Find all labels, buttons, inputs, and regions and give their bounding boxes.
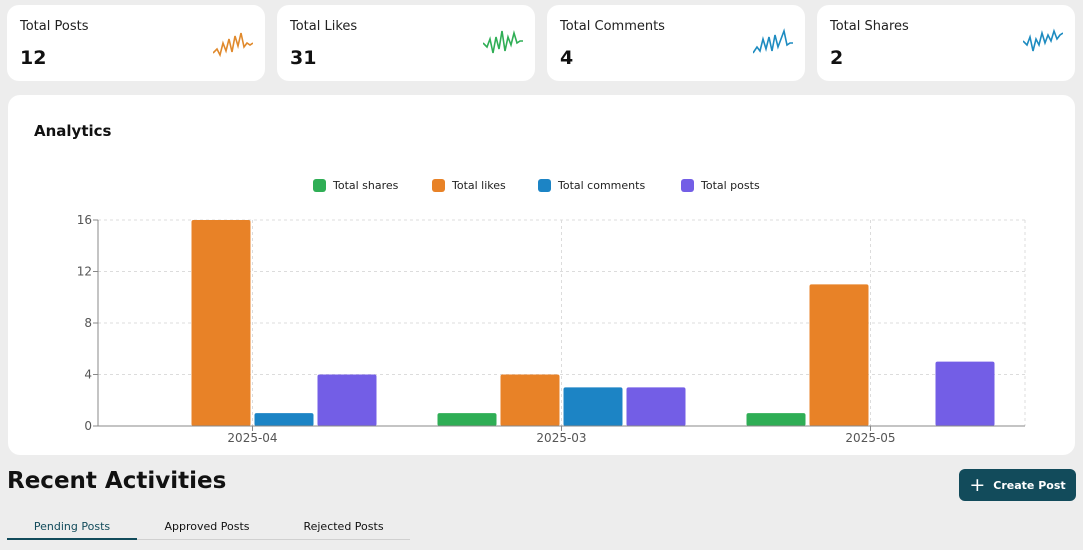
recent-activities-title: Recent Activities <box>7 468 227 494</box>
legend-swatch <box>681 179 694 192</box>
y-tick-label: 16 <box>77 213 92 227</box>
legend-label: Total shares <box>333 179 399 192</box>
post-status-tabs: Pending Posts Approved Posts Rejected Po… <box>7 514 410 540</box>
stat-card-total-comments: Total Comments 4 <box>547 5 805 81</box>
create-post-button[interactable]: + Create Post <box>959 469 1076 501</box>
legend-item-total-likes[interactable]: Total likes <box>432 179 506 192</box>
legend-swatch <box>538 179 551 192</box>
stat-label: Total Posts <box>20 19 89 34</box>
legend-swatch <box>432 179 445 192</box>
analytics-card: Analytics Total shares Total likes Total… <box>8 95 1075 455</box>
x-tick-label: 2025-05 <box>845 431 895 445</box>
stat-value: 12 <box>20 47 47 69</box>
sparkline-icon <box>1023 28 1063 52</box>
stat-card-total-posts: Total Posts 12 <box>7 5 265 81</box>
tab-pending-posts[interactable]: Pending Posts <box>7 514 137 540</box>
bar-total-likes <box>500 374 560 426</box>
tab-rejected-posts[interactable]: Rejected Posts <box>303 520 384 533</box>
x-tick-label: 2025-03 <box>536 431 586 445</box>
legend-item-total-posts[interactable]: Total posts <box>681 179 760 192</box>
stat-label: Total Comments <box>560 19 665 34</box>
chart-legend: Total shares Total likes Total comments … <box>8 179 1075 195</box>
legend-label: Total likes <box>452 179 506 192</box>
analytics-bar-chart: 0 4 8 12 16 2025-04 2025-03 2025-05 <box>77 213 1026 445</box>
bar-total-likes <box>809 284 869 426</box>
y-tick-label: 0 <box>84 419 92 433</box>
stat-value: 4 <box>560 47 574 69</box>
bar-total-shares <box>746 413 806 426</box>
bar-total-posts <box>626 387 686 426</box>
tab-approved-posts[interactable]: Approved Posts <box>164 520 250 533</box>
stat-value: 31 <box>290 47 317 69</box>
legend-label: Total posts <box>701 179 760 192</box>
sparkline-icon <box>213 32 253 58</box>
sparkline-icon <box>753 28 793 54</box>
y-tick-label: 4 <box>84 368 92 382</box>
stat-card-total-likes: Total Likes 31 <box>277 5 535 81</box>
legend-swatch <box>313 179 326 192</box>
y-tick-label: 8 <box>84 316 92 330</box>
x-tick-label: 2025-04 <box>227 431 277 445</box>
legend-label: Total comments <box>558 179 646 192</box>
legend-item-total-shares[interactable]: Total shares <box>313 179 398 192</box>
plus-icon: + <box>969 473 986 496</box>
bar-total-comments <box>254 413 314 426</box>
stat-label: Total Likes <box>290 19 358 34</box>
sparkline-icon <box>483 29 523 54</box>
bar-total-shares <box>437 413 497 426</box>
analytics-title: Analytics <box>34 122 112 140</box>
stat-label: Total Shares <box>830 19 909 34</box>
bar-total-comments <box>563 387 623 426</box>
bar-total-posts <box>317 374 377 426</box>
bar-total-posts <box>935 361 995 426</box>
stat-value: 2 <box>830 47 844 69</box>
bar-total-likes <box>191 220 251 426</box>
stat-card-total-shares: Total Shares 2 <box>817 5 1075 81</box>
create-post-label: Create Post <box>993 478 1066 492</box>
y-tick-label: 12 <box>77 265 92 279</box>
legend-item-total-comments[interactable]: Total comments <box>538 179 645 192</box>
